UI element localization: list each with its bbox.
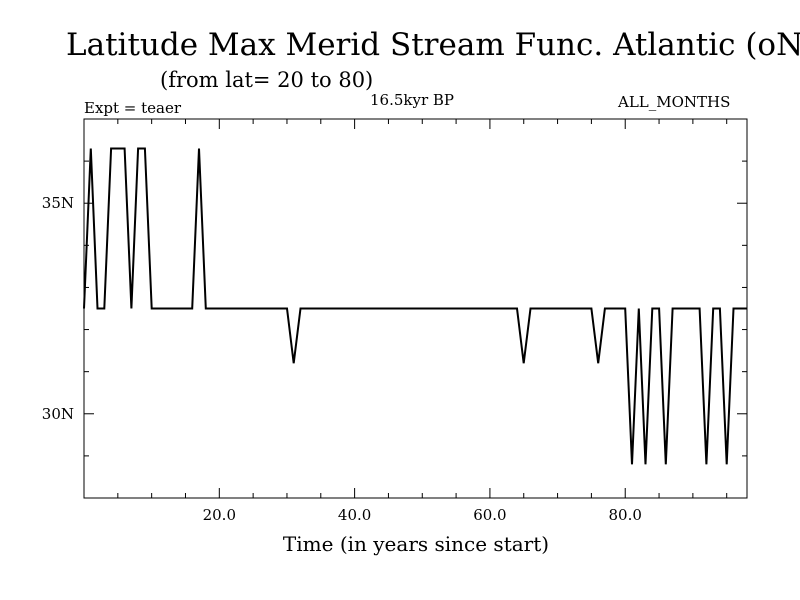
series-line xyxy=(83,147,747,465)
chart-subtitle: (from lat= 20 to 80) xyxy=(160,68,374,92)
months-label: ALL_MONTHS xyxy=(618,93,731,111)
chart-title: Latitude Max Merid Stream Func. Atlantic… xyxy=(66,27,800,63)
series-layer xyxy=(83,147,747,465)
x-tick-label: 40.0 xyxy=(338,506,371,524)
x-tick-label: 60.0 xyxy=(473,506,506,524)
y-tick-label: 35N xyxy=(42,194,74,212)
x-tick-label: 80.0 xyxy=(609,506,642,524)
experiment-label: Expt = teaer xyxy=(84,99,182,117)
period-label: 16.5kyr BP xyxy=(370,91,455,109)
x-tick-label: 20.0 xyxy=(203,506,236,524)
y-tick-label: 30N xyxy=(42,405,74,423)
ticks xyxy=(84,118,747,499)
x-axis-label: Time (in years since start) xyxy=(283,532,549,556)
tick-labels: 20.0 40.0 60.0 80.0 30N 35N xyxy=(42,194,642,524)
